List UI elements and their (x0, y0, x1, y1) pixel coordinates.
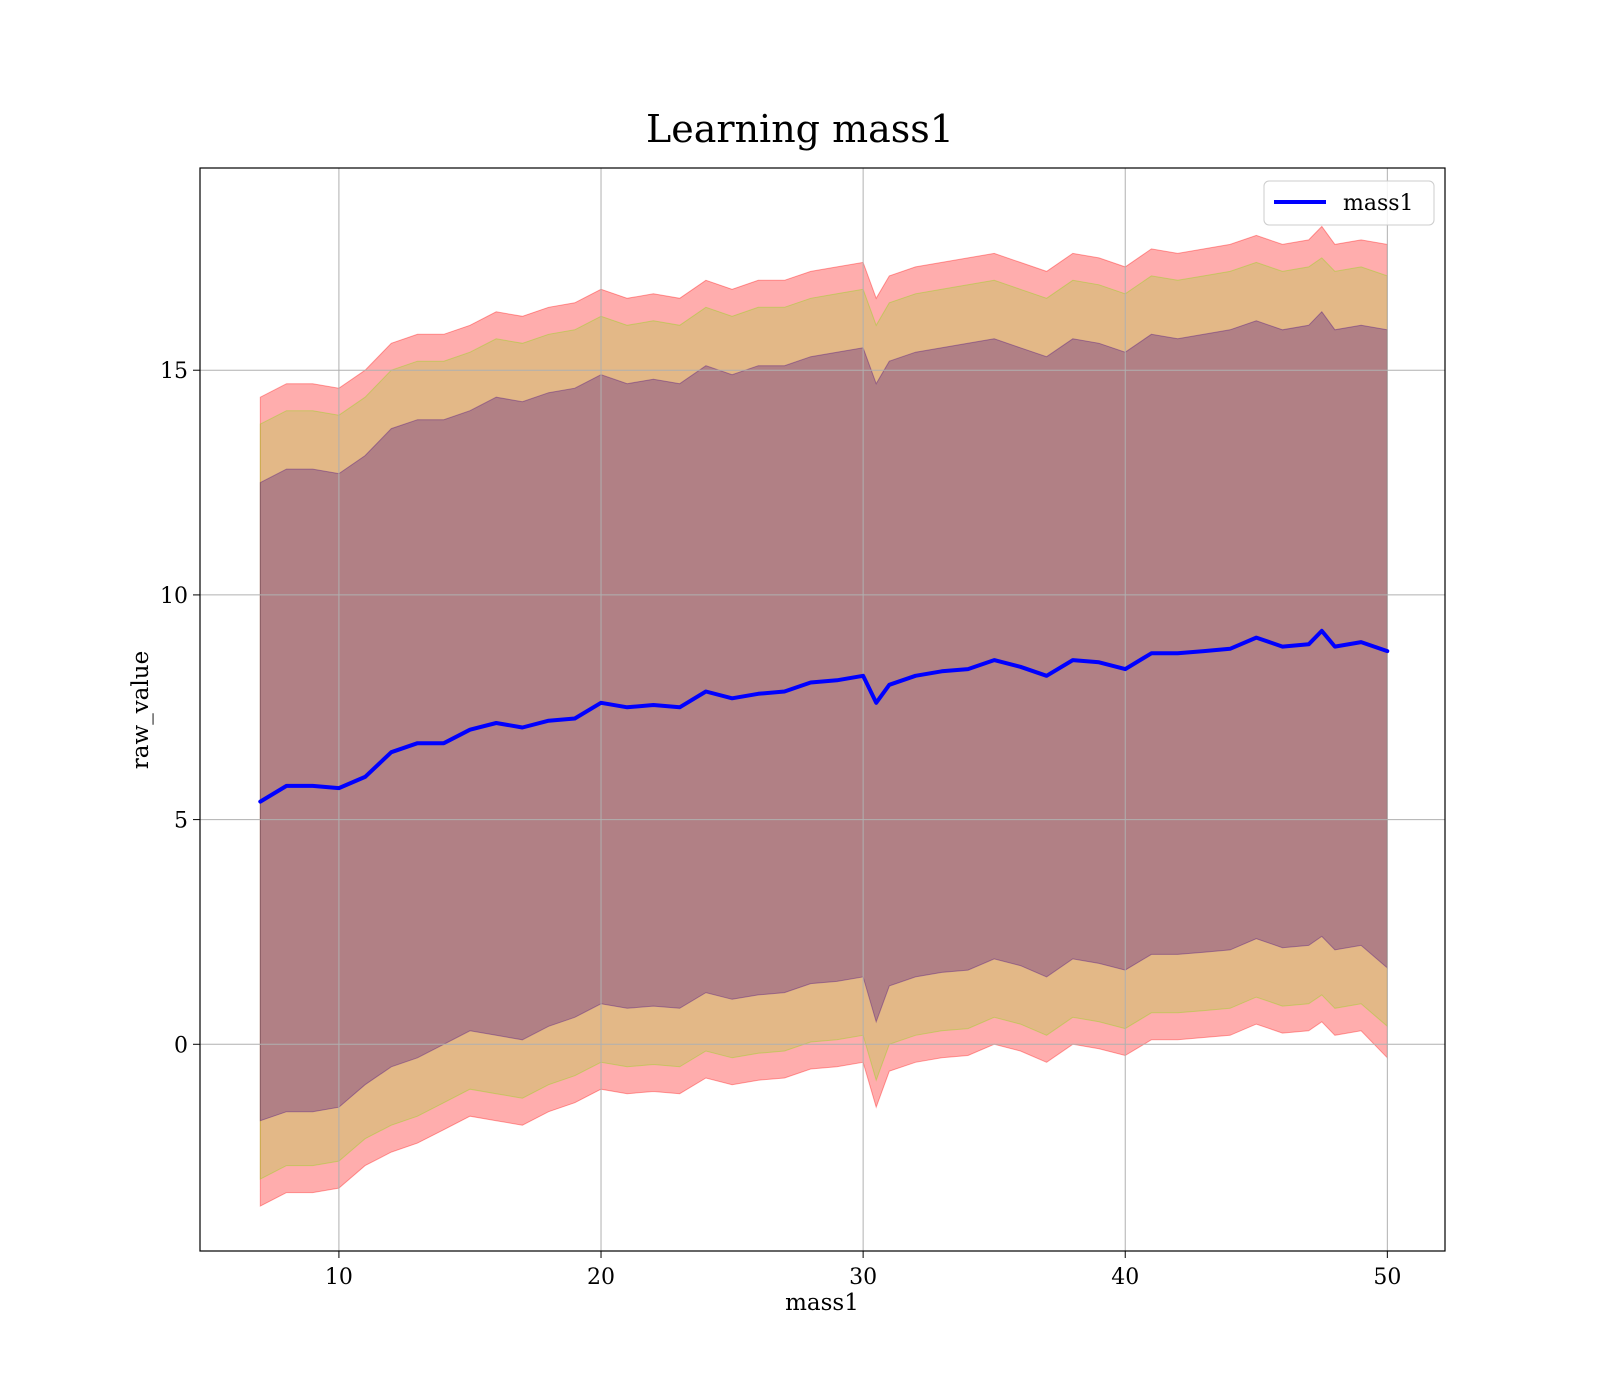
x-tick-label: 40 (1111, 1265, 1139, 1290)
x-tick-label: 50 (1373, 1265, 1401, 1290)
legend-box (1263, 180, 1435, 226)
x-tick-label: 20 (587, 1265, 615, 1290)
chart-title: Learning mass1 (646, 107, 954, 151)
y-tick-label: 5 (174, 809, 188, 834)
y-axis-label: raw_value (128, 651, 154, 769)
y-tick-label: 10 (160, 584, 188, 609)
y-tick-label: 0 (174, 1033, 188, 1058)
x-tick-label: 30 (849, 1265, 877, 1290)
series-line-mass1 (258, 628, 1390, 804)
x-axis-ticks: 10 20 30 40 50 (325, 1251, 1401, 1290)
series-lines (258, 628, 1390, 804)
legend: mass1 (1263, 180, 1435, 226)
plot-frame (199, 167, 1446, 1252)
x-tick-label: 10 (325, 1265, 353, 1290)
plot-area (200, 168, 1445, 1251)
y-tick-label: 15 (160, 359, 188, 384)
x-axis-label: mass1 (785, 1290, 859, 1316)
legend-label-mass1: mass1 (1343, 191, 1414, 216)
y-axis-ticks: 0 5 10 15 (160, 359, 200, 1058)
grid-lines (200, 168, 1445, 1251)
uncertainty-bands (259, 225, 1388, 1207)
